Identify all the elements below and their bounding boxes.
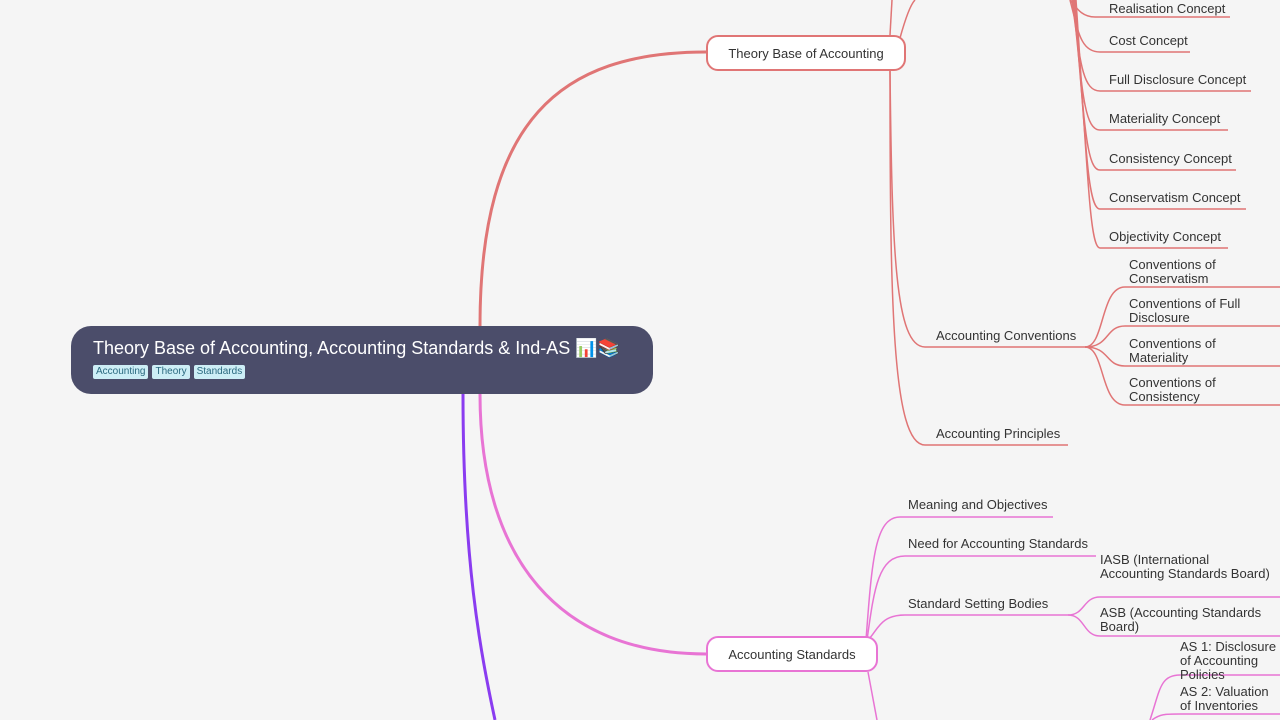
- connector-standards: [478, 393, 707, 656]
- connector-indas: [461, 393, 497, 720]
- tag-standards[interactable]: Standards: [193, 365, 246, 379]
- node-need-for-standards[interactable]: Need for Accounting Standards: [908, 536, 1088, 551]
- node-convention-full-disclosure[interactable]: Conventions of Full Disclosure: [1129, 296, 1241, 325]
- tag-accounting[interactable]: Accounting: [93, 365, 149, 379]
- tag-list: Accounting Theory Standards: [93, 365, 631, 379]
- node-meaning-objectives[interactable]: Meaning and Objectives: [908, 497, 1048, 512]
- node-accounting-principles[interactable]: Accounting Principles: [936, 426, 1061, 441]
- node-full-disclosure-concept[interactable]: Full Disclosure Concept: [1109, 72, 1247, 87]
- node-accounting-standards[interactable]: Accounting Standards: [706, 636, 878, 672]
- node-theory-base[interactable]: Theory Base of Accounting: [706, 35, 906, 71]
- node-materiality-concept[interactable]: Materiality Concept: [1109, 111, 1221, 126]
- node-iasb[interactable]: IASB (International Accounting Standards…: [1100, 552, 1270, 581]
- tag-theory[interactable]: Theory: [152, 365, 190, 379]
- node-convention-materiality[interactable]: Conventions of Materiality: [1129, 336, 1216, 365]
- node-convention-consistency[interactable]: Conventions of Consistency: [1129, 375, 1216, 404]
- node-standard-setting-bodies[interactable]: Standard Setting Bodies: [908, 596, 1049, 611]
- root-title: Theory Base of Accounting, Accounting St…: [93, 338, 621, 358]
- node-as2[interactable]: AS 2: Valuation of Inventories: [1180, 684, 1269, 713]
- node-asb[interactable]: ASB (Accounting Standards Board): [1100, 605, 1262, 634]
- connector-theory: [478, 50, 707, 327]
- node-consistency-concept[interactable]: Consistency Concept: [1109, 151, 1232, 166]
- node-as1[interactable]: AS 1: Disclosure of Accounting Policies: [1180, 639, 1277, 682]
- node-realisation-concept[interactable]: Realisation Concept: [1109, 1, 1226, 16]
- node-accounting-conventions[interactable]: Accounting Conventions: [936, 328, 1077, 343]
- node-objectivity-concept[interactable]: Objectivity Concept: [1109, 229, 1221, 244]
- node-convention-conservatism[interactable]: Conventions of Conservatism: [1129, 257, 1216, 286]
- node-conservatism-concept[interactable]: Conservatism Concept: [1109, 190, 1241, 205]
- node-cost-concept[interactable]: Cost Concept: [1109, 33, 1188, 48]
- root-node[interactable]: Theory Base of Accounting, Accounting St…: [71, 326, 653, 394]
